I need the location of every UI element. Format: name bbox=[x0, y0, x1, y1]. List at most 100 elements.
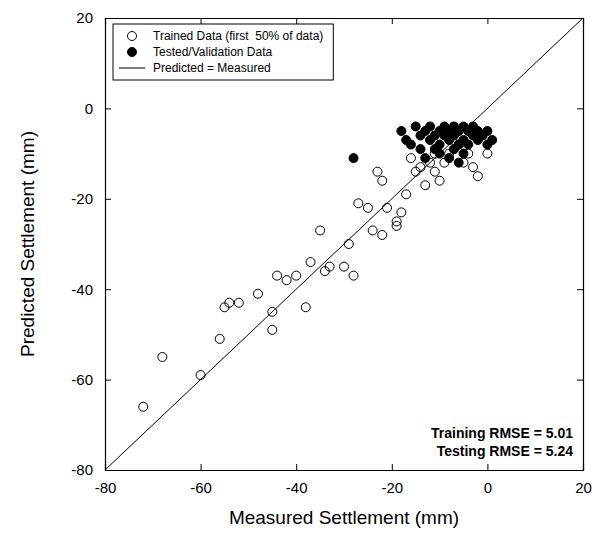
point bbox=[292, 271, 301, 280]
tick-label: 0 bbox=[85, 100, 93, 117]
point bbox=[282, 276, 291, 285]
axis-line bbox=[106, 464, 584, 471]
tick-mark bbox=[105, 470, 111, 471]
point bbox=[454, 158, 463, 167]
legend-symbol bbox=[119, 68, 145, 69]
tick-mark bbox=[487, 464, 488, 470]
point bbox=[196, 371, 205, 380]
tick bbox=[577, 289, 583, 290]
legend-symbol bbox=[128, 32, 137, 41]
tick-mark bbox=[577, 108, 583, 109]
point bbox=[445, 154, 454, 163]
point bbox=[435, 140, 444, 149]
tick-label: -20 bbox=[71, 190, 93, 207]
tick bbox=[105, 18, 106, 24]
point bbox=[397, 208, 406, 217]
point bbox=[483, 149, 492, 158]
x-axis: -80 -60 -40 -20 0 20 bbox=[95, 464, 592, 496]
legend-item: Trained Data (first 50% of data) bbox=[128, 29, 324, 43]
point bbox=[316, 226, 325, 235]
point bbox=[397, 127, 406, 136]
tick-label: 20 bbox=[575, 479, 592, 496]
tick-mark bbox=[296, 18, 297, 24]
tick: 0 bbox=[85, 100, 111, 117]
point bbox=[411, 122, 420, 131]
tick bbox=[577, 380, 583, 381]
tick-mark bbox=[487, 18, 488, 24]
point bbox=[402, 190, 411, 199]
point bbox=[215, 334, 224, 343]
tick: -60 bbox=[71, 371, 111, 388]
legend-label: Tested/Validation Data bbox=[153, 45, 273, 59]
tick-label: -80 bbox=[95, 479, 117, 496]
tick-mark bbox=[105, 199, 111, 200]
point bbox=[378, 176, 387, 185]
point bbox=[402, 136, 411, 145]
tick-mark bbox=[577, 289, 583, 290]
tick-label: -60 bbox=[190, 479, 212, 496]
tick-mark bbox=[577, 470, 583, 471]
legend-box bbox=[113, 24, 333, 80]
point bbox=[383, 203, 392, 212]
tick bbox=[201, 18, 202, 24]
point bbox=[340, 262, 349, 271]
point bbox=[421, 154, 430, 163]
point bbox=[253, 289, 262, 298]
tick: -40 bbox=[71, 281, 111, 298]
point bbox=[349, 271, 358, 280]
tick-mark bbox=[105, 289, 111, 290]
tick bbox=[487, 18, 488, 24]
axis-line bbox=[106, 19, 584, 25]
legend-item: Tested/Validation Data bbox=[128, 45, 273, 59]
legend-label: Trained Data (first 50% of data) bbox=[153, 29, 323, 43]
point bbox=[234, 298, 243, 307]
point bbox=[406, 154, 415, 163]
legend-item: Predicted = Measured bbox=[119, 61, 271, 75]
tick-mark bbox=[577, 380, 583, 381]
point bbox=[273, 271, 282, 280]
tick: 20 bbox=[76, 9, 111, 26]
tick-label: -60 bbox=[71, 371, 93, 388]
point bbox=[325, 262, 334, 271]
point bbox=[459, 149, 468, 158]
point bbox=[301, 303, 310, 312]
tick: -60 bbox=[190, 464, 212, 496]
point bbox=[378, 230, 387, 239]
y-axis-title: Predicted Settlement (mm) bbox=[17, 131, 38, 357]
point bbox=[435, 176, 444, 185]
tick bbox=[577, 199, 583, 200]
tick: -20 bbox=[71, 190, 111, 207]
tick-mark bbox=[105, 380, 111, 381]
point bbox=[421, 181, 430, 190]
identity-line bbox=[105, 18, 583, 470]
tick-mark bbox=[392, 18, 393, 24]
tick: 0 bbox=[484, 464, 492, 496]
plot-area: -80-60-40-20020-80-60-40-20020Trained Da… bbox=[71, 9, 592, 495]
annotation: Training RMSE = 5.01 bbox=[431, 425, 573, 441]
tick-mark bbox=[577, 199, 583, 200]
tick-mark bbox=[201, 18, 202, 24]
tick-label: 0 bbox=[484, 479, 492, 496]
y-axis-right bbox=[577, 19, 584, 471]
tick-label: -40 bbox=[286, 479, 308, 496]
tick: -20 bbox=[381, 464, 403, 496]
annotation: Testing RMSE = 5.24 bbox=[437, 443, 573, 459]
tick-mark bbox=[105, 108, 111, 109]
point bbox=[483, 127, 492, 136]
point bbox=[473, 172, 482, 181]
tick-mark bbox=[392, 464, 393, 470]
point bbox=[416, 145, 425, 154]
x-axis-top bbox=[106, 18, 584, 24]
point bbox=[373, 167, 382, 176]
point bbox=[363, 203, 372, 212]
y-axis: -80-60-40-20020 bbox=[71, 9, 111, 478]
point bbox=[392, 217, 401, 226]
point bbox=[158, 353, 167, 362]
tick bbox=[577, 108, 583, 109]
point bbox=[488, 136, 497, 145]
x-axis-title: Measured Settlement (mm) bbox=[229, 507, 459, 528]
tick-mark bbox=[105, 18, 106, 24]
point bbox=[268, 325, 277, 334]
point bbox=[411, 167, 420, 176]
tick-mark bbox=[201, 464, 202, 470]
